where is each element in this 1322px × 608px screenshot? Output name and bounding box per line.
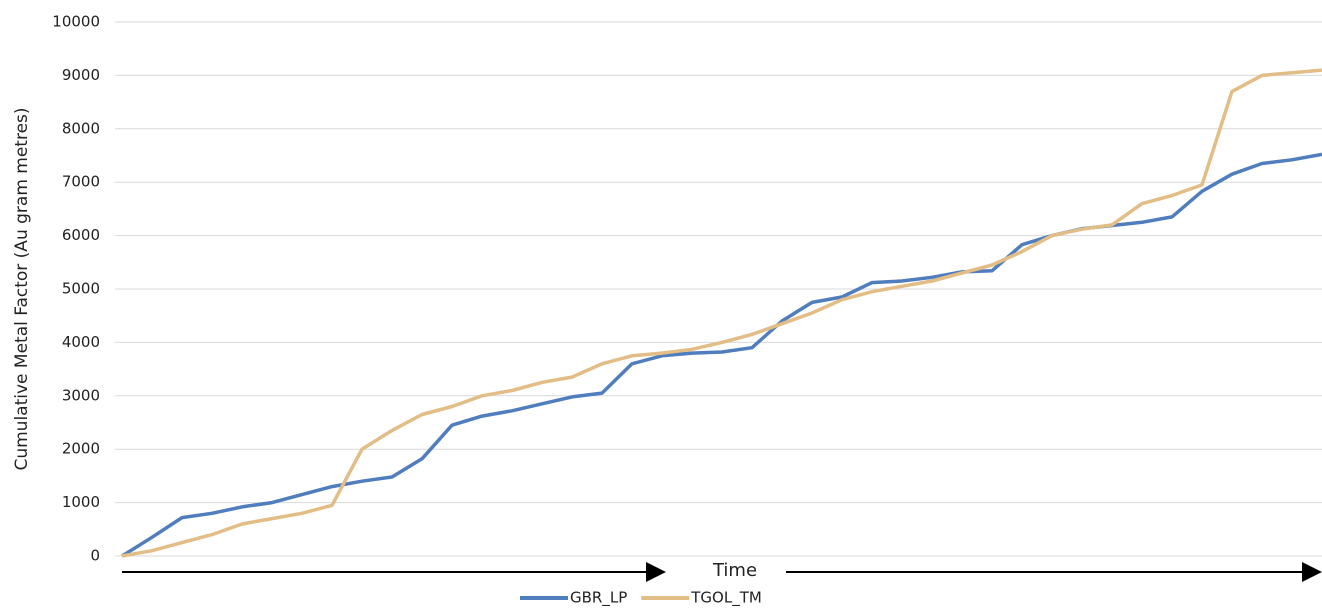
legend-label: TGOL_TM xyxy=(690,589,762,608)
y-tick-label: 2000 xyxy=(62,440,100,458)
y-axis-label: Cumulative Metal Factor (Au gram metres) xyxy=(12,107,32,470)
y-tick-label: 10000 xyxy=(52,13,100,31)
y-tick-label: 4000 xyxy=(62,333,100,351)
y-tick-label: 0 xyxy=(90,547,100,565)
plot-area xyxy=(115,21,1322,558)
y-tick-label: 6000 xyxy=(62,226,100,244)
y-tick-label: 7000 xyxy=(62,173,100,191)
y-tick-label: 3000 xyxy=(62,386,100,404)
x-axis-label: Time xyxy=(712,560,757,581)
y-tick-label: 8000 xyxy=(62,119,100,137)
legend: GBR_LP TGOL_TM xyxy=(520,589,762,608)
y-tick-label: 9000 xyxy=(62,66,100,84)
series-line xyxy=(121,68,1322,558)
series-line xyxy=(121,152,1322,558)
legend-label: GBR_LP xyxy=(570,589,627,608)
y-tick-label: 1000 xyxy=(62,493,100,511)
y-tick-label: 5000 xyxy=(62,280,100,298)
